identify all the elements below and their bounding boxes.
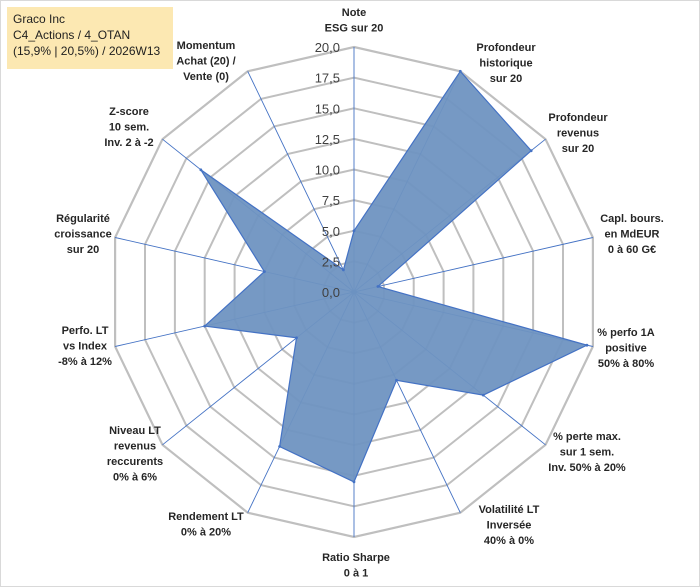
axis-label-line: Niveau LT [109, 425, 161, 437]
tick-label-6: 15,0 [315, 101, 340, 116]
tick-label-4: 10,0 [315, 163, 340, 178]
axis-label-line: 50% à 80% [598, 358, 654, 370]
tick-label-7: 17,5 [315, 71, 340, 86]
axis-label-line: Z-score [109, 106, 149, 118]
axis-label-0: Note ESG sur 20 [325, 7, 384, 35]
axis-label-2: Profondeur revenus sur 20 [548, 112, 608, 155]
axis-label-line: historique [479, 58, 532, 70]
axis-label-7: Ratio Sharpe 0 à 1 [322, 552, 390, 580]
axis-label-line: 0 à 60 G€ [608, 244, 656, 256]
axis-label-line: Profondeur [548, 112, 608, 124]
axis-label-line: Inv. 50% à 20% [548, 462, 626, 474]
axis-label-1: Profondeur historique sur 20 [476, 42, 536, 85]
spoke-13 [247, 71, 355, 293]
axis-label-13: Momentum Achat (20) / Vente (0) [176, 40, 235, 83]
axis-label-6: Volatilité LT Inversée 40% à 0% [479, 504, 540, 547]
spoke-3 [353, 237, 594, 293]
axis-label-line: positive [605, 343, 647, 355]
axis-label-line: -8% à 12% [58, 356, 112, 368]
title-line-company: Graco Inc [13, 12, 66, 26]
axis-label-line: 10 sem. [109, 122, 149, 134]
axis-label-line: Vente (0) [183, 71, 229, 83]
axis-label-line: 40% à 0% [484, 535, 534, 547]
series-point-6 [395, 378, 398, 382]
axis-label-3: Capl. bours. en MdEUR 0 à 60 G€ [600, 213, 664, 256]
axis-label-4: % perfo 1A positive 50% à 80% [597, 327, 655, 370]
chart-title-box: Graco Inc C4_Actions / 4_OTAN (15,9% | 2… [7, 7, 173, 69]
radar-axis-labels: Note ESG sur 20 Profondeur historique sur 20… [54, 7, 664, 580]
axis-label-line: Perfo. LT [62, 325, 109, 337]
tick-label-8: 20,0 [315, 40, 340, 55]
series-point-0 [352, 229, 356, 233]
axis-label-line: Capl. bours. [600, 213, 664, 225]
title-line-category: C4_Actions / 4_OTAN [13, 28, 131, 42]
axis-label-line: sur 20 [562, 143, 594, 155]
axis-label-line: en MdEUR [605, 229, 660, 241]
axis-label-line: vs Index [63, 341, 108, 353]
axis-label-line: Volatilité LT [479, 504, 540, 516]
radar-series [199, 69, 589, 484]
series-area [200, 70, 589, 483]
axis-label-line: 0% à 20% [181, 527, 231, 539]
tick-label-5: 12,5 [315, 132, 340, 147]
axis-label-line: Inversée [487, 520, 532, 532]
series-point-11 [263, 270, 266, 273]
series-point-12 [199, 168, 203, 172]
series-point-13 [342, 268, 345, 272]
title-line-stats: (15,9% | 20,5%) / 2026W13 [13, 44, 161, 58]
series-point-7 [352, 480, 356, 484]
series-point-3 [376, 285, 380, 288]
axis-label-line: % perte max. [553, 431, 621, 443]
axis-label-5: % perte max. sur 1 sem. Inv. 50% à 20% [548, 431, 626, 474]
axis-label-line: % perfo 1A [597, 327, 655, 339]
tick-label-2: 5,0 [322, 224, 340, 239]
axis-label-line: Achat (20) / [176, 56, 235, 68]
axis-label-11: Régularité croissance sur 20 [54, 213, 111, 256]
series-point-5 [481, 393, 485, 397]
axis-label-line: sur 1 sem. [560, 447, 614, 459]
series-point-9 [295, 336, 298, 340]
axis-label-line: Inv. 2 à -2 [104, 137, 153, 149]
series-point-8 [278, 445, 281, 448]
axis-label-line: sur 20 [67, 244, 99, 256]
axis-label-line: sur 20 [490, 73, 522, 85]
radar-tick-labels: 0,0 2,5 5,0 7,5 10,0 12,5 15,0 17,5 20,0 [315, 40, 340, 300]
series-point-1 [458, 69, 462, 73]
tick-label-1: 2,5 [322, 254, 340, 269]
axis-label-line: Régularité [56, 213, 110, 225]
axis-label-12: Z-score 10 sem. Inv. 2 à -2 [104, 106, 153, 149]
tick-label-3: 7,5 [322, 193, 340, 208]
axis-label-line: Rendement LT [168, 511, 244, 523]
axis-label-line: Ratio Sharpe [322, 552, 390, 564]
axis-label-10: Perfo. LT vs Index -8% à 12% [58, 325, 112, 368]
axis-label-line: croissance [54, 229, 111, 241]
axis-label-line: Note [342, 7, 366, 19]
axis-label-line: ESG sur 20 [325, 23, 384, 35]
tick-label-0: 0,0 [322, 285, 340, 300]
axis-label-line: Profondeur [476, 42, 536, 54]
axis-label-line: 0% à 6% [113, 472, 157, 484]
series-point-10 [203, 324, 207, 328]
axis-label-line: 0 à 1 [344, 568, 368, 580]
axis-label-8: Rendement LT 0% à 20% [168, 511, 244, 539]
series-point-2 [529, 149, 533, 153]
axis-label-line: reccurents [107, 456, 163, 468]
axis-label-line: revenus [114, 441, 156, 453]
axis-label-line: revenus [557, 128, 599, 140]
series-point-4 [585, 343, 589, 347]
axis-label-line: Momentum [177, 40, 236, 52]
axis-label-9: Niveau LT revenus reccurents 0% à 6% [107, 425, 163, 484]
